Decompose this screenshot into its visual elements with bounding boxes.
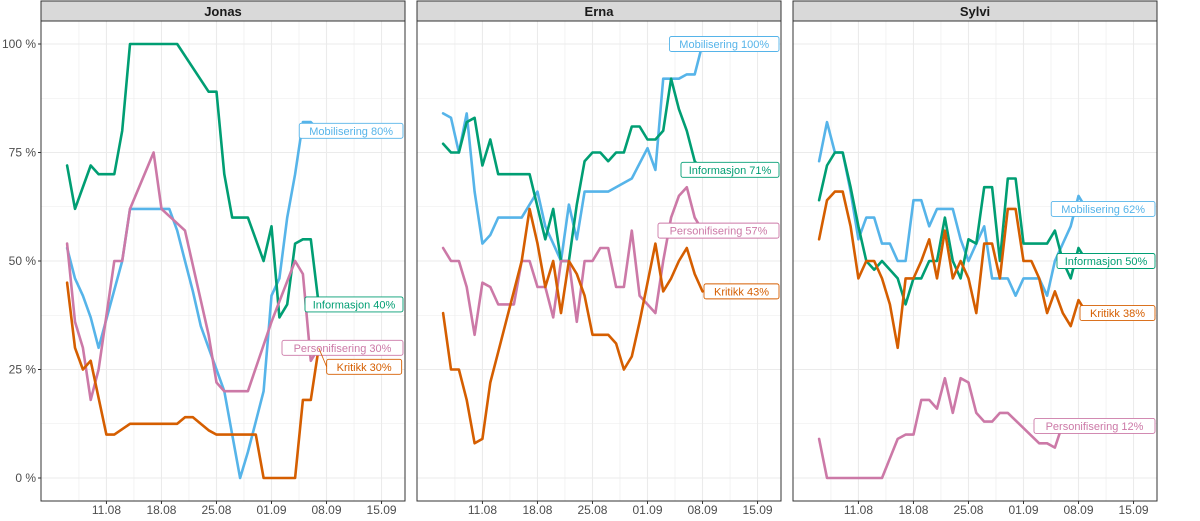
x-tick-label: 11.08 xyxy=(844,503,873,516)
y-tick-label: 50 % xyxy=(9,254,37,268)
x-tick-label: 08.09 xyxy=(688,503,718,516)
series-end-label: Informasjon 71% xyxy=(689,165,772,177)
x-tick-label: 01.09 xyxy=(256,503,286,516)
series-end-label: Kritikk 30% xyxy=(337,362,392,374)
label-box xyxy=(1050,200,1156,217)
panel-title: Jonas xyxy=(204,4,242,19)
panel-border xyxy=(40,20,406,502)
series-end-label: Informasjon 50% xyxy=(1065,256,1148,268)
panel-border xyxy=(416,20,782,502)
label-box xyxy=(1079,305,1156,322)
panel-sylvi: Sylvi Mobilisering 62% Informasjon 50% Krit… xyxy=(792,0,1158,517)
x-tick-label: 01.09 xyxy=(1008,503,1038,516)
x-tick-label: 25.08 xyxy=(201,503,231,516)
x-tick-label: 15.09 xyxy=(1119,503,1149,516)
label-box xyxy=(281,339,404,356)
x-tick-label: 01.09 xyxy=(632,503,662,516)
y-tick-label: 75 % xyxy=(9,146,37,160)
label-box xyxy=(298,122,404,139)
series-end-label: Personifisering 30% xyxy=(294,343,392,355)
x-tick-label: 18.08 xyxy=(146,503,176,516)
series-line-kritikk xyxy=(65,281,321,480)
series-end-label: Mobilisering 80% xyxy=(309,126,393,138)
x-tick-label: 18.08 xyxy=(522,503,552,516)
x-tick-label: 11.08 xyxy=(92,503,121,516)
series-line-kritikk xyxy=(817,190,1088,350)
x-tick-label: 11.08 xyxy=(468,503,497,516)
label-box xyxy=(1033,417,1156,434)
label-box xyxy=(703,283,780,300)
label-box xyxy=(669,36,780,52)
series-end-label: Personifisering 57% xyxy=(670,226,768,238)
x-tick-label: 08.09 xyxy=(312,503,342,516)
x-tick-label: 18.08 xyxy=(898,503,928,516)
x-tick-label: 15.09 xyxy=(367,503,397,516)
label-box xyxy=(304,296,404,313)
x-tick-label: 08.09 xyxy=(1064,503,1094,516)
x-tick-label: 15.09 xyxy=(743,503,773,516)
series-end-label: Kritikk 43% xyxy=(714,286,769,298)
x-tick-label: 25.08 xyxy=(577,503,607,516)
panel-title: Sylvi xyxy=(960,4,990,19)
label-box xyxy=(657,222,780,239)
label-box xyxy=(326,358,403,375)
series-line-kritikk xyxy=(441,207,704,445)
panel-border xyxy=(792,20,1158,502)
series-end-label: Kritikk 38% xyxy=(1090,308,1145,320)
series-end-label: Mobilisering 100% xyxy=(679,39,769,51)
series-line-informasjon xyxy=(817,151,1088,306)
series-line-personifisering xyxy=(817,376,1080,480)
panel-title: Erna xyxy=(585,4,615,19)
series-end-label: Informasjon 40% xyxy=(313,299,396,311)
x-tick-label: 25.08 xyxy=(953,503,983,516)
y-tick-label: 100 % xyxy=(2,37,36,51)
panel-jonas: Jonas Mobilisering 80% Informasjon 40% Pers… xyxy=(40,0,406,517)
series-line-mobilisering xyxy=(441,42,704,263)
series-end-label: Personifisering 12% xyxy=(1046,421,1144,433)
series-end-label: Mobilisering 62% xyxy=(1061,204,1145,216)
label-leader-line xyxy=(318,347,328,367)
label-box xyxy=(1056,253,1156,269)
y-tick-label: 0 % xyxy=(15,471,36,485)
y-tick-label: 25 % xyxy=(9,363,37,377)
series-line-informasjon xyxy=(441,77,704,263)
series-line-informasjon xyxy=(65,42,321,319)
panel-erna: Erna Mobilisering 100% Informasjon 71% Pers… xyxy=(416,0,782,517)
series-line-personifisering xyxy=(441,185,704,337)
label-box xyxy=(680,161,780,178)
